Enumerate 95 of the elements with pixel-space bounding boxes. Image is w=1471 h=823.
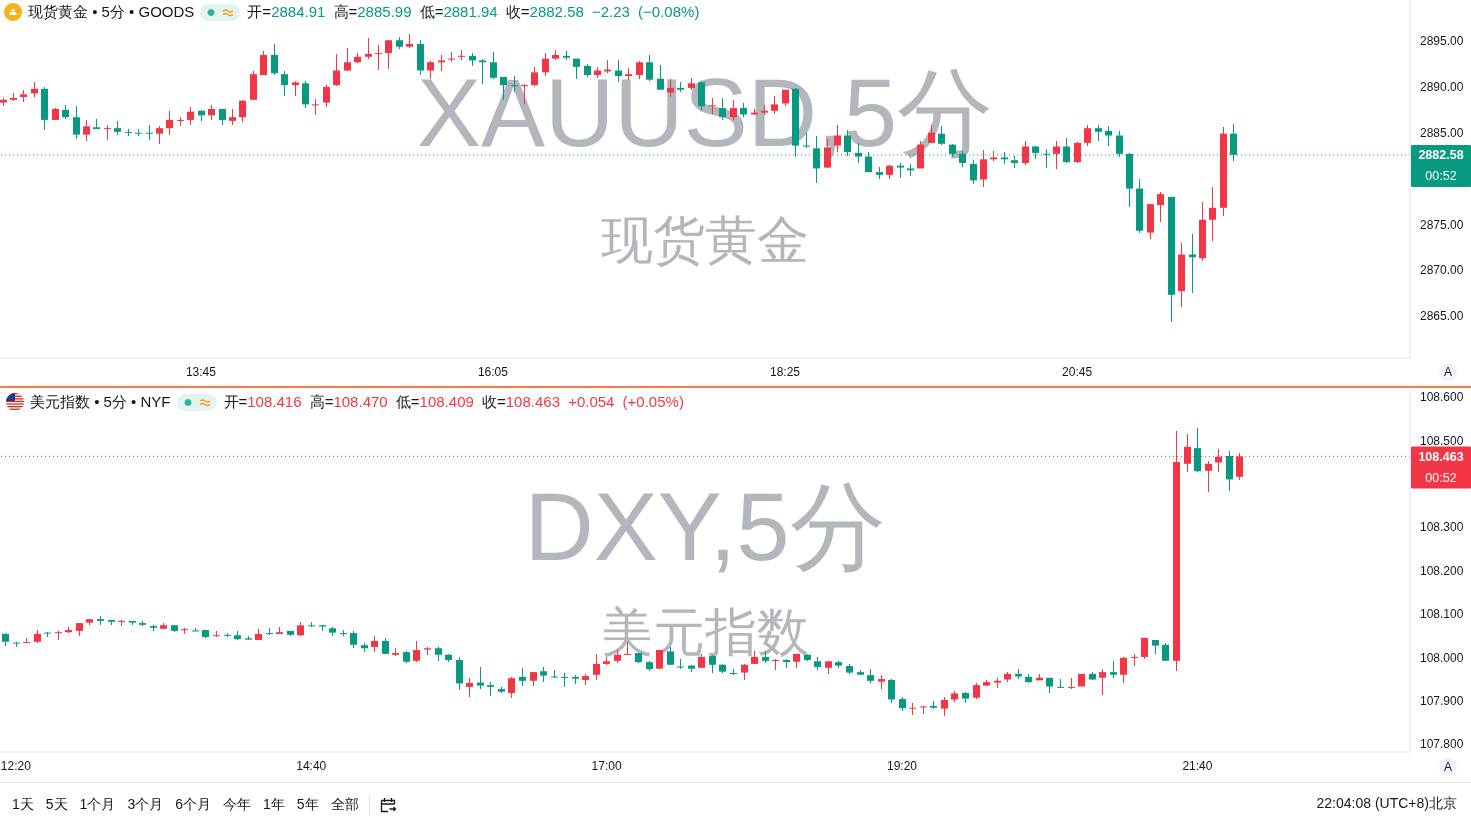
text: 1天 (12, 796, 34, 814)
candlestick (224, 632, 231, 638)
candlestick (909, 702, 916, 716)
candlestick (1068, 677, 1075, 690)
y-tick-label: 2870.00 (1420, 263, 1464, 278)
x-tick-label: 13:45 (185, 364, 217, 379)
candlestick (146, 124, 153, 141)
y-tick-label: 108.200 (1420, 563, 1464, 578)
y-tick-label: 2865.00 (1420, 309, 1464, 324)
candlestick (83, 119, 90, 142)
text: 今年 (222, 796, 251, 814)
candlestick (281, 70, 288, 97)
y-tick-label: 2890.00 (1420, 80, 1464, 95)
x-tick-label: 17:00 (591, 758, 622, 773)
candlestick (477, 666, 484, 690)
auto-scale-button: A (1439, 758, 1457, 776)
y-tick-label: 108.300 (1420, 520, 1464, 535)
chart-title: 现货黄金 • 5分 • GOODS (28, 3, 195, 21)
candlestick (508, 676, 515, 699)
candlestick (104, 124, 111, 141)
candlestick (73, 105, 80, 140)
x-tick-label: 18:25 (769, 364, 801, 379)
y-tick-label: 108.100 (1420, 607, 1464, 622)
candlestick (1205, 460, 1212, 493)
candlestick (125, 128, 132, 137)
candlestick (593, 653, 600, 681)
y-tick-label: 108.600 (1420, 390, 1464, 405)
candlestick (1099, 668, 1106, 696)
ref-line-label: 2882.58 (1418, 148, 1464, 163)
x-tick-label: 16:05 (477, 364, 509, 379)
y-tick-label: 2885.00 (1420, 126, 1464, 141)
candlestick (1157, 191, 1164, 223)
candlestick (413, 640, 420, 663)
candlestick (1053, 140, 1060, 170)
candlestick (333, 53, 340, 87)
x-tick-label: 20:45 (1062, 364, 1093, 379)
candlestick (1131, 653, 1138, 667)
candlestick (312, 98, 319, 116)
y-tick-label: 108.500 (1420, 433, 1464, 448)
y-tick-label: 108.000 (1420, 650, 1464, 665)
candlestick (1105, 125, 1112, 147)
candlestick (1226, 450, 1233, 492)
text: 1年 (262, 796, 285, 814)
candlestick (624, 641, 631, 656)
candlestick (941, 696, 948, 717)
candlestick (271, 43, 278, 76)
text: 5天 (45, 796, 68, 814)
chart-subtitle: 开=2884.91 高=2885.99 低=2881.94 收=2882.58 −2.23 (−0.08%) (247, 3, 700, 20)
annotation: 现货黄金 (601, 211, 809, 269)
candlestick (487, 681, 494, 697)
candlestick (365, 37, 372, 60)
x-tick-label: 19:20 (887, 758, 918, 773)
candlestick (677, 658, 684, 670)
candlestick (928, 124, 935, 144)
candlestick (938, 125, 945, 146)
candlestick (466, 677, 473, 698)
candlestick (375, 44, 382, 71)
candlestick (323, 84, 330, 108)
candlestick (302, 80, 309, 109)
text: 00:52 (1425, 169, 1457, 184)
candlestick (458, 49, 465, 61)
candlestick (344, 47, 351, 71)
y-tick-label: 107.800 (1420, 737, 1464, 752)
text: 00:52 (1425, 470, 1457, 485)
candlestick (1209, 186, 1216, 242)
chart-subtitle: 开=108.416 高=108.470 低=108.409 收=108.463 +0.054 (+0.05%) (223, 393, 684, 410)
candlestick (239, 99, 246, 123)
candlestick (772, 658, 779, 671)
candlestick (1120, 656, 1127, 684)
annotation: 美元指数 (601, 603, 809, 661)
text: 22:04:08 (UTC+8)北京 (1316, 795, 1457, 813)
y-tick-label: 2875.00 (1420, 217, 1464, 232)
y-tick-label: 107.900 (1420, 694, 1464, 709)
x-tick-label: 14:40 (296, 758, 327, 773)
x-tick-label: 21:40 (1182, 758, 1213, 773)
auto-scale-button: A (1439, 362, 1457, 381)
candlestick (385, 39, 392, 70)
candlestick (888, 678, 895, 704)
text: 全部 (330, 796, 359, 814)
candlestick (1057, 678, 1064, 688)
y-tick-label: 2895.00 (1420, 34, 1464, 49)
candlestick (166, 110, 173, 136)
chart-title: 美元指数 • 5分 • NYF (30, 393, 171, 411)
text: 6个月 (175, 796, 211, 814)
ref-line-label: 108.463 (1418, 449, 1464, 464)
candlestick (1084, 124, 1091, 147)
text: 1个月 (79, 796, 116, 814)
annotation: DXY,5分 (524, 473, 886, 580)
x-tick-label: 12:20 (0, 758, 32, 773)
text: 3个月 (127, 796, 164, 814)
candlestick (970, 159, 977, 185)
candlestick (1194, 427, 1201, 473)
candlestick (561, 672, 568, 688)
candlestick (456, 656, 463, 691)
text: 5年 (296, 796, 319, 814)
